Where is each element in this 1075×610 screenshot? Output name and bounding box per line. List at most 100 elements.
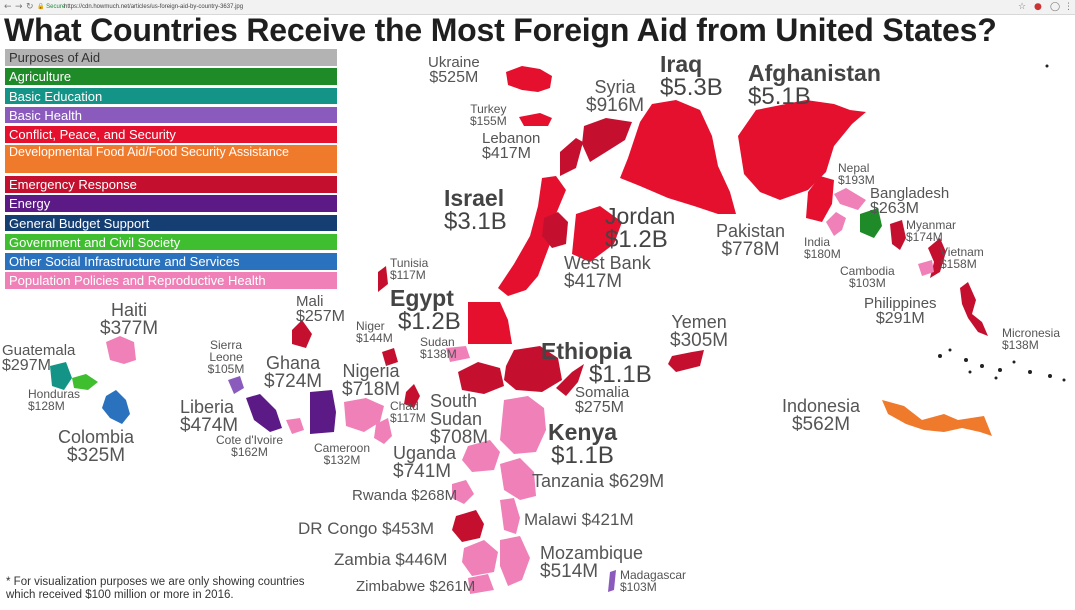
label-afghanistan: Afghanistan $5.1B	[748, 60, 881, 110]
label-liberia: Liberia $474M	[180, 397, 239, 436]
shape-indonesia	[882, 400, 992, 436]
browser-toolbar: ← → ↻ 🔒 Secure https://cdn.howmuch.net/a…	[0, 0, 1075, 15]
legend-item-energy: Energy	[5, 195, 337, 212]
page-title: What Countries Receive the Most Foreign …	[4, 12, 997, 48]
shape-honduras	[72, 374, 98, 390]
shape-ethiopia	[504, 346, 562, 392]
label-bangladesh: Bangladesh $263M	[870, 185, 950, 217]
label-ukraine: Ukraine $525M	[428, 54, 480, 86]
shape-colombia	[102, 390, 130, 424]
label-israel: Israel $3.1B	[444, 185, 507, 235]
shape-liberia	[246, 394, 282, 432]
shape-tanzania	[500, 458, 536, 500]
shape-west-bank	[542, 212, 568, 248]
shape-turkey	[519, 113, 552, 126]
legend-item-general-budget-support: General Budget Support	[5, 214, 337, 231]
label-west-bank: West Bank $417M	[564, 253, 651, 292]
shape-myanmar	[890, 220, 906, 250]
reload-icon[interactable]: ↻	[26, 2, 34, 12]
label-tunisia: Tunisia $117M	[390, 256, 429, 282]
label-iraq: Iraq $5.3B	[660, 51, 723, 101]
address-bar[interactable]: https://cdn.howmuch.net/articles/us-fore…	[64, 4, 244, 10]
shape-israel	[498, 176, 566, 296]
legend-item-conflict-peace-security: Conflict, Peace, and Security	[5, 126, 337, 143]
label-ghana: Ghana $724M	[264, 353, 323, 392]
legend-item-agriculture: Agriculture	[5, 68, 337, 85]
shape-micronesia	[938, 348, 1066, 382]
shape-niger	[382, 348, 398, 366]
shape-jordan	[572, 206, 622, 262]
shape-nepal	[834, 188, 866, 210]
label-jordan: Jordan $1.2B	[605, 203, 676, 253]
label-myanmar: Myanmar $174M	[906, 218, 957, 244]
label-chad: Chad $117M	[390, 399, 426, 425]
shape-south-sudan	[458, 362, 504, 394]
shape-ghana	[310, 390, 336, 434]
extension-icon[interactable]: ●	[1034, 2, 1042, 12]
label-malawi: Malawi $421M	[524, 510, 634, 529]
shape-malawi	[500, 498, 520, 534]
shape-guatemala	[50, 362, 72, 390]
label-pakistan: Pakistan $778M	[716, 221, 786, 260]
label-cote-divoire: Cote d'Ivoire $162M	[216, 433, 283, 459]
legend-item-food-aid: Developmental Food Aid/Food Security Ass…	[5, 145, 337, 174]
label-micronesia: Micronesia $138M	[1002, 326, 1061, 352]
shape-nigeria	[344, 398, 384, 432]
legend-item-emergency-response: Emergency Response	[5, 176, 337, 193]
menu-icon[interactable]: ⋮	[1064, 2, 1073, 12]
legend-item-basic-health: Basic Health	[5, 106, 337, 124]
shape-india	[826, 212, 846, 236]
shape-syria	[582, 118, 632, 162]
label-guatemala: Guatemala $297M	[2, 342, 76, 374]
label-syria: Syria $916M	[586, 77, 645, 116]
shape-somalia	[556, 364, 584, 396]
label-south-sudan: South Sudan $708M	[430, 391, 489, 448]
shape-kenya	[500, 396, 546, 454]
label-rwanda: Rwanda $268M	[352, 487, 458, 504]
label-cambodia: Cambodia $103M	[840, 264, 895, 290]
shape-iraq	[620, 100, 736, 214]
shape-tunisia	[378, 266, 388, 292]
shape-yemen	[668, 350, 704, 372]
label-turkey: Turkey $155M	[470, 102, 507, 128]
label-tanzania: Tanzania $629M	[532, 471, 665, 491]
label-ethiopia: Ethiopia $1.1B	[541, 338, 652, 388]
label-madagascar: Madagascar $103M	[620, 568, 687, 594]
label-kenya: Kenya $1.1B	[548, 419, 618, 469]
secure-indicator[interactable]: 🔒 Secure	[37, 4, 66, 10]
label-yemen: Yemen $305M	[670, 312, 729, 351]
label-indonesia: Indonesia $562M	[782, 396, 861, 435]
shape-cameroon	[374, 418, 392, 444]
account-icon[interactable]: ◯	[1050, 2, 1061, 12]
label-nigeria: Nigeria $718M	[342, 361, 401, 400]
label-somalia: Somalia $275M	[575, 384, 630, 416]
label-india: India $180M	[804, 235, 841, 261]
forward-icon[interactable]: →	[15, 2, 23, 12]
legend-item-government-civil-society: Government and Civil Society	[5, 233, 337, 251]
back-icon[interactable]: ←	[4, 2, 12, 12]
shape-zimbabwe	[468, 574, 494, 594]
shape-zambia	[462, 540, 498, 576]
label-niger: Niger $144M	[356, 319, 393, 345]
legend-item-population-policies: Population Policies and Reproductive Hea…	[5, 272, 337, 289]
label-zambia: Zambia $446M	[334, 550, 448, 569]
label-zimbabwe: Zimbabwe $261M	[356, 578, 476, 595]
legend-item-basic-education: Basic Education	[5, 87, 337, 104]
label-honduras: Honduras $128M	[28, 387, 81, 413]
shape-cote-divoire	[286, 418, 304, 434]
label-nepal: Nepal $193M	[838, 161, 875, 187]
legend: Purposes of Aid Agriculture Basic Educat…	[5, 49, 337, 292]
shape-mozambique	[500, 536, 530, 586]
cursor-marker	[1045, 64, 1049, 68]
shape-rwanda	[452, 480, 474, 504]
footnote: * For visualization purposes we are only…	[6, 576, 305, 601]
shape-sudan	[446, 346, 470, 362]
label-sudan: Sudan $138M	[420, 335, 457, 361]
shape-sierra-leone	[228, 376, 244, 394]
shape-dr-congo	[452, 510, 484, 542]
label-uganda: Uganda $741M	[393, 443, 457, 482]
shape-chad	[404, 384, 420, 408]
star-icon[interactable]: ☆	[1018, 2, 1027, 12]
label-philippines: Philippines $291M	[864, 295, 937, 327]
shape-pakistan	[806, 176, 834, 222]
